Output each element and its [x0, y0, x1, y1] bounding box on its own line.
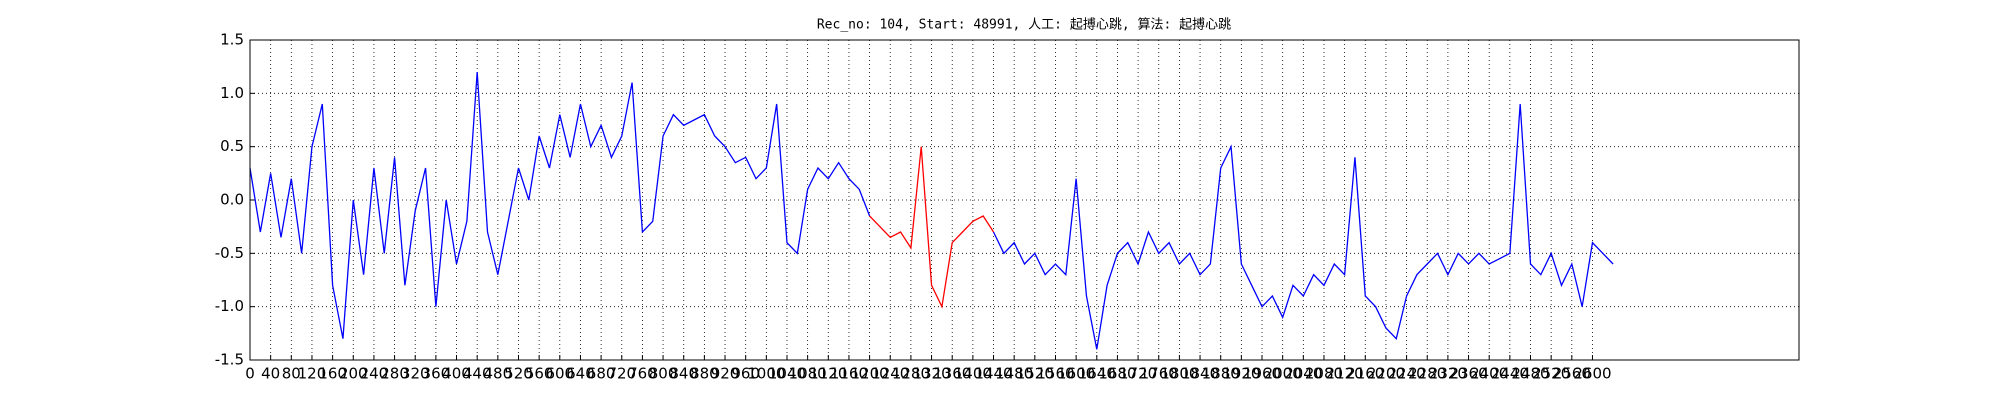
x-tick-label: 880 — [690, 365, 719, 383]
y-tick-label: 0.0 — [220, 191, 244, 209]
x-tick-label: 1360 — [933, 365, 971, 383]
x-tick-label: 1120 — [809, 365, 847, 383]
plot-frame — [249, 39, 1800, 361]
x-tick-label: 2560 — [1553, 365, 1591, 383]
x-tick-label: 1240 — [871, 365, 909, 383]
x-tick-label: 2320 — [1429, 365, 1467, 383]
x-tick-label: 1080 — [789, 365, 827, 383]
x-tick-label: 2080 — [1305, 365, 1343, 383]
x-tick-label: 1480 — [995, 365, 1033, 383]
x-tick-label: 560 — [525, 365, 554, 383]
x-tick-label: 2600 — [1573, 365, 1611, 383]
x-tick-label: 920 — [711, 365, 740, 383]
x-tick-label: 960 — [731, 365, 760, 383]
y-tick-label: -1.0 — [215, 297, 244, 315]
x-tick-label: 2200 — [1367, 365, 1405, 383]
data-line — [869, 146, 995, 309]
x-tick-label: 1920 — [1222, 365, 1260, 383]
x-tick-label: 120 — [298, 365, 327, 383]
x-tick-label: 2120 — [1326, 365, 1364, 383]
x-tick-label: 240 — [360, 365, 389, 383]
y-tick-label: -0.5 — [215, 244, 244, 262]
data-line — [249, 71, 1614, 350]
x-tick-label: 2440 — [1491, 365, 1529, 383]
x-tick-label: 1720 — [1119, 365, 1157, 383]
chart-title: Rec_no: 104, Start: 48991, 人工: 起搏心跳, 算法:… — [817, 17, 1231, 33]
y-tick-label: 1.0 — [220, 84, 244, 102]
x-tick-label: 1640 — [1078, 365, 1116, 383]
x-tick-label: 1400 — [954, 365, 992, 383]
x-tick-label: 2240 — [1387, 365, 1425, 383]
x-tick-label: 760 — [628, 365, 657, 383]
x-tick-label: 1760 — [1140, 365, 1178, 383]
x-tick-label: 2040 — [1284, 365, 1322, 383]
x-tick-label: 800 — [649, 365, 678, 383]
x-tick-label: 2280 — [1408, 365, 1446, 383]
x-tick-label: 360 — [422, 365, 451, 383]
x-tick-label: 720 — [607, 365, 636, 383]
x-tick-label: 1040 — [768, 365, 806, 383]
x-tick-label: 600 — [545, 365, 574, 383]
x-tick-label: 2520 — [1532, 365, 1570, 383]
x-tick-label: 1160 — [830, 365, 868, 383]
x-tick-label: 40 — [261, 365, 280, 383]
x-tick-label: 1280 — [892, 365, 930, 383]
x-tick-label: 520 — [504, 365, 533, 383]
x-tick-label: 2160 — [1346, 365, 1384, 383]
x-tick-label: 1600 — [1057, 365, 1095, 383]
x-tick-label: 1560 — [1036, 365, 1074, 383]
x-tick-label: 680 — [587, 365, 616, 383]
x-tick-label: 2000 — [1264, 365, 1302, 383]
x-tick-label: 840 — [669, 365, 698, 383]
x-tick-label: 1880 — [1202, 365, 1240, 383]
x-tick-label: 1960 — [1243, 365, 1281, 383]
x-tick-label: 80 — [282, 365, 301, 383]
x-tick-label: 200 — [339, 365, 368, 383]
x-tick-label: 2400 — [1470, 365, 1508, 383]
x-tick-label: 1320 — [912, 365, 950, 383]
x-tick-label: 280 — [380, 365, 409, 383]
y-tick-label: 0.5 — [220, 137, 244, 155]
x-tick-label: 320 — [401, 365, 430, 383]
y-tick-label: 1.5 — [220, 31, 244, 49]
x-tick-label: 440 — [463, 365, 492, 383]
y-tick-label: -1.5 — [215, 351, 244, 369]
x-tick-label: 640 — [566, 365, 595, 383]
x-tick-label: 1840 — [1181, 365, 1219, 383]
x-tick-label: 160 — [318, 365, 347, 383]
x-tick-label: 1520 — [1016, 365, 1054, 383]
x-tick-label: 0 — [245, 365, 255, 383]
x-tick-label: 1440 — [974, 365, 1012, 383]
x-tick-label: 2360 — [1449, 365, 1487, 383]
x-tick-label: 1680 — [1098, 365, 1136, 383]
x-tick-label: 2480 — [1511, 365, 1549, 383]
x-tick-label: 1000 — [747, 365, 785, 383]
x-tick-label: 1800 — [1160, 365, 1198, 383]
x-tick-label: 480 — [484, 365, 513, 383]
x-tick-label: 400 — [442, 365, 471, 383]
x-tick-label: 1200 — [851, 365, 889, 383]
